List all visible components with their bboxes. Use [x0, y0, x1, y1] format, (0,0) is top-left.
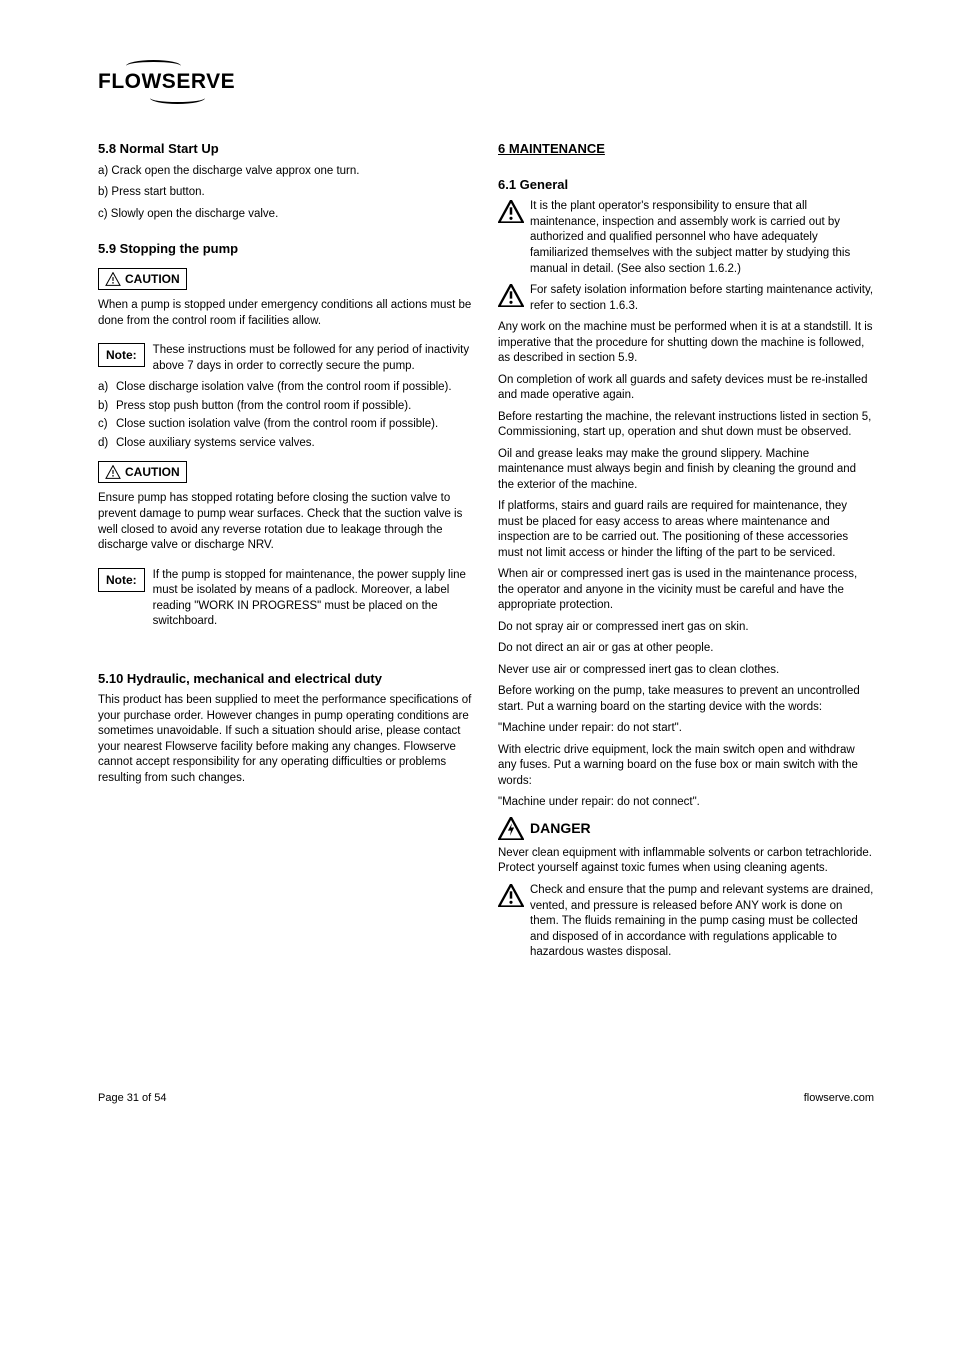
heading-5-9: 5.9 Stopping the pump — [98, 240, 474, 258]
text-6-p4: Oil and grease leaks may make the ground… — [498, 447, 874, 494]
warning-triangle-icon — [498, 884, 524, 907]
text-6-p5: If platforms, stairs and guard rails are… — [498, 499, 874, 561]
note-box-2: Note: — [98, 568, 145, 592]
warning-2-text: For safety isolation information before … — [530, 283, 874, 314]
left-column: 5.8 Normal Start Up a) Crack open the di… — [98, 134, 474, 966]
text-5-8-b: b) Press start button. — [98, 185, 474, 201]
text-6-p6: When air or compressed inert gas is used… — [498, 567, 874, 614]
warning-1-text: It is the plant operator's responsibilit… — [530, 199, 874, 277]
danger-label: DANGER — [498, 817, 591, 840]
heading-5-10: 5.10 Hydraulic, mechanical and electrica… — [98, 670, 474, 688]
text-5-8-a: a) Crack open the discharge valve approx… — [98, 164, 474, 180]
heading-5-8: 5.8 Normal Start Up — [98, 140, 474, 158]
caution-2-text: Ensure pump has stopped rotating before … — [98, 491, 474, 553]
warning-triangle-icon — [105, 465, 121, 479]
text-6-p13: "Machine under repair: do not connect". — [498, 795, 874, 811]
page-number: Page 31 of 54 — [98, 1091, 167, 1106]
danger-text: Never clean equipment with inflammable s… — [498, 846, 874, 877]
right-column: 6 MAINTENANCE 6.1 General It is the plan… — [498, 134, 874, 966]
logo-text: FLOWSERVE — [98, 68, 874, 96]
list-item-c: c) Close suction isolation valve (from t… — [98, 417, 474, 433]
text-6-p9: Never use air or compressed inert gas to… — [498, 663, 874, 679]
caution-box-1: CAUTION — [98, 268, 187, 290]
heading-6-1: 6.1 General — [498, 176, 874, 194]
caution-box-2: CAUTION — [98, 461, 187, 483]
warning-3-text: Check and ensure that the pump and relev… — [530, 883, 874, 961]
list-item-d: d) Close auxiliary systems service valve… — [98, 436, 474, 452]
text-6-p1: Any work on the machine must be performe… — [498, 320, 874, 367]
note-1-text: These instructions must be followed for … — [153, 343, 474, 374]
footer: Page 31 of 54 flowserve.com — [98, 1087, 874, 1106]
warning-triangle-icon — [105, 272, 121, 286]
text-6-p2: On completion of work all guards and saf… — [498, 373, 874, 404]
warning-triangle-icon — [498, 284, 524, 307]
caution-label: CAUTION — [125, 464, 180, 480]
caution-label: CAUTION — [125, 271, 180, 287]
list-item-b: b) Press stop push button (from the cont… — [98, 399, 474, 415]
danger-triangle-icon — [498, 817, 524, 840]
logo: FLOWSERVE — [98, 60, 874, 104]
text-6-p8: Do not direct an air or gas at other peo… — [498, 641, 874, 657]
text-6-p12: With electric drive equipment, lock the … — [498, 743, 874, 790]
text-5-10: This product has been supplied to meet t… — [98, 693, 474, 786]
text-6-p11: "Machine under repair: do not start". — [498, 721, 874, 737]
note-box-1: Note: — [98, 343, 145, 367]
text-6-p7: Do not spray air or compressed inert gas… — [498, 620, 874, 636]
footer-url: flowserve.com — [804, 1091, 874, 1106]
text-6-p3: Before restarting the machine, the relev… — [498, 410, 874, 441]
caution-1-text: When a pump is stopped under emergency c… — [98, 298, 474, 329]
heading-6: 6 MAINTENANCE — [498, 140, 874, 158]
list-item-a: a) Close discharge isolation valve (from… — [98, 380, 474, 396]
text-6-p10: Before working on the pump, take measure… — [498, 684, 874, 715]
warning-triangle-icon — [498, 200, 524, 223]
note-2-text: If the pump is stopped for maintenance, … — [153, 568, 474, 630]
text-5-8-c: c) Slowly open the discharge valve. — [98, 207, 474, 223]
